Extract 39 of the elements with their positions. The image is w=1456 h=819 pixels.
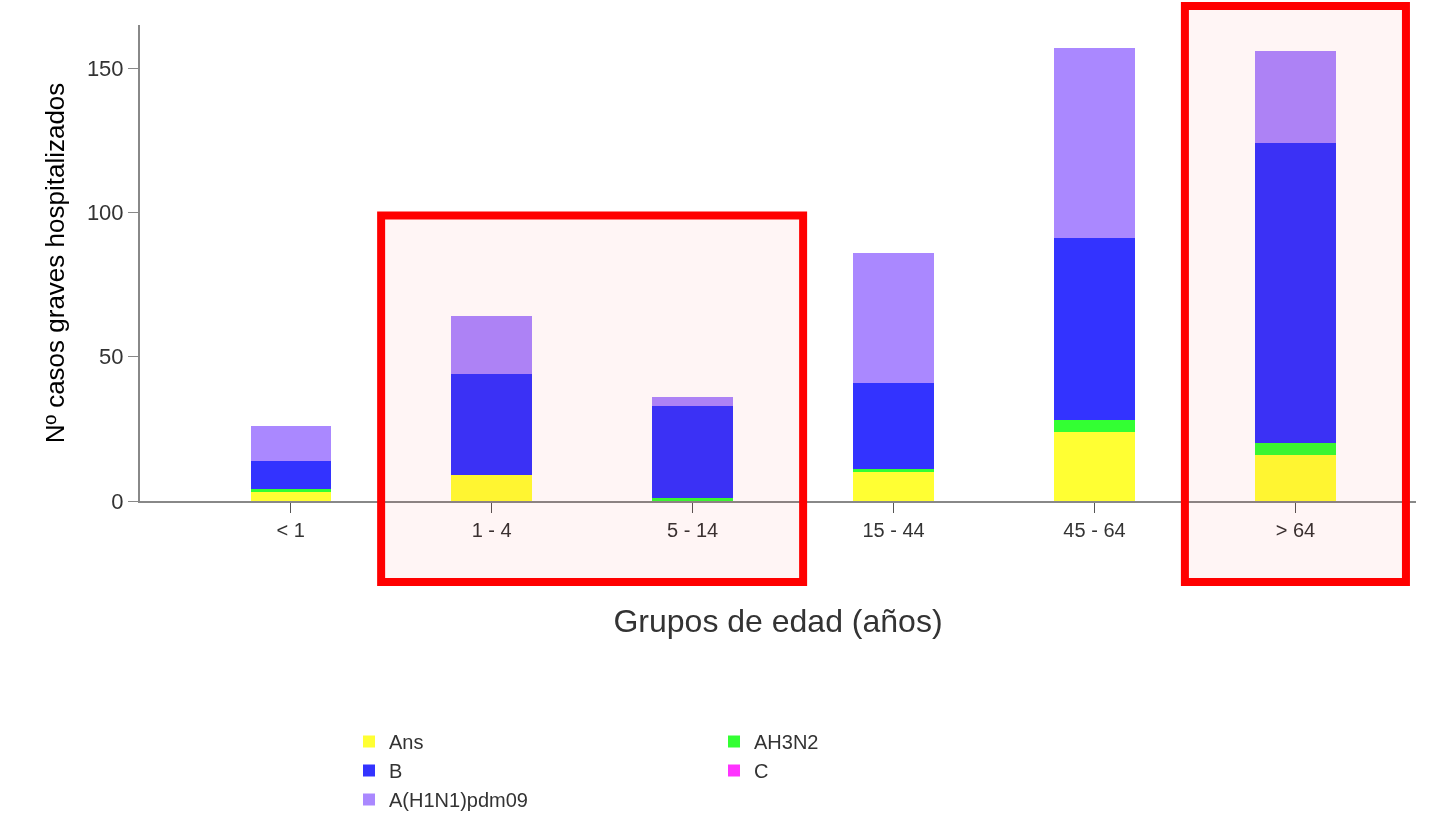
x-tick-label: 5 - 14 <box>667 519 719 541</box>
legend-label: AH3N2 <box>754 731 819 754</box>
bar <box>250 492 331 501</box>
bar <box>1255 443 1336 455</box>
x-tick-label: < 1 <box>276 519 305 541</box>
x-tick-label: 45 - 64 <box>1063 519 1126 541</box>
legend-label: B <box>389 760 403 783</box>
x-axis-title: Grupos de edad (años) <box>613 603 943 640</box>
x-tick-label: 15 - 44 <box>862 519 925 541</box>
x-tick-label: 1 - 4 <box>471 519 512 541</box>
bar <box>1054 420 1135 432</box>
bar <box>652 498 733 501</box>
bar <box>853 382 934 470</box>
bar <box>853 469 934 473</box>
bar <box>451 475 532 501</box>
bar <box>451 374 532 476</box>
y-axis-title: Nº casos graves hospitalizados <box>39 82 70 444</box>
bar <box>853 252 934 383</box>
bar <box>250 489 331 493</box>
bar <box>853 472 934 501</box>
bar <box>1255 143 1336 444</box>
bar <box>1054 48 1135 239</box>
x-tick-label: > 64 <box>1275 519 1316 541</box>
bar <box>652 405 733 499</box>
legend-label: A(H1N1)pdm09 <box>389 789 528 812</box>
legend-label: C <box>754 760 769 783</box>
y-tick-label: 0 <box>111 488 124 514</box>
bar <box>1054 431 1135 501</box>
bar <box>652 397 733 406</box>
legend-label: Ans <box>389 731 424 754</box>
y-tick-label: 50 <box>99 344 124 370</box>
y-tick-label: 150 <box>86 55 124 81</box>
bar <box>250 425 331 461</box>
bar <box>1255 454 1336 501</box>
bar <box>1054 238 1135 421</box>
bar <box>250 460 331 490</box>
y-tick-label: 100 <box>86 200 124 226</box>
bar <box>1255 50 1336 144</box>
bar <box>451 316 532 375</box>
